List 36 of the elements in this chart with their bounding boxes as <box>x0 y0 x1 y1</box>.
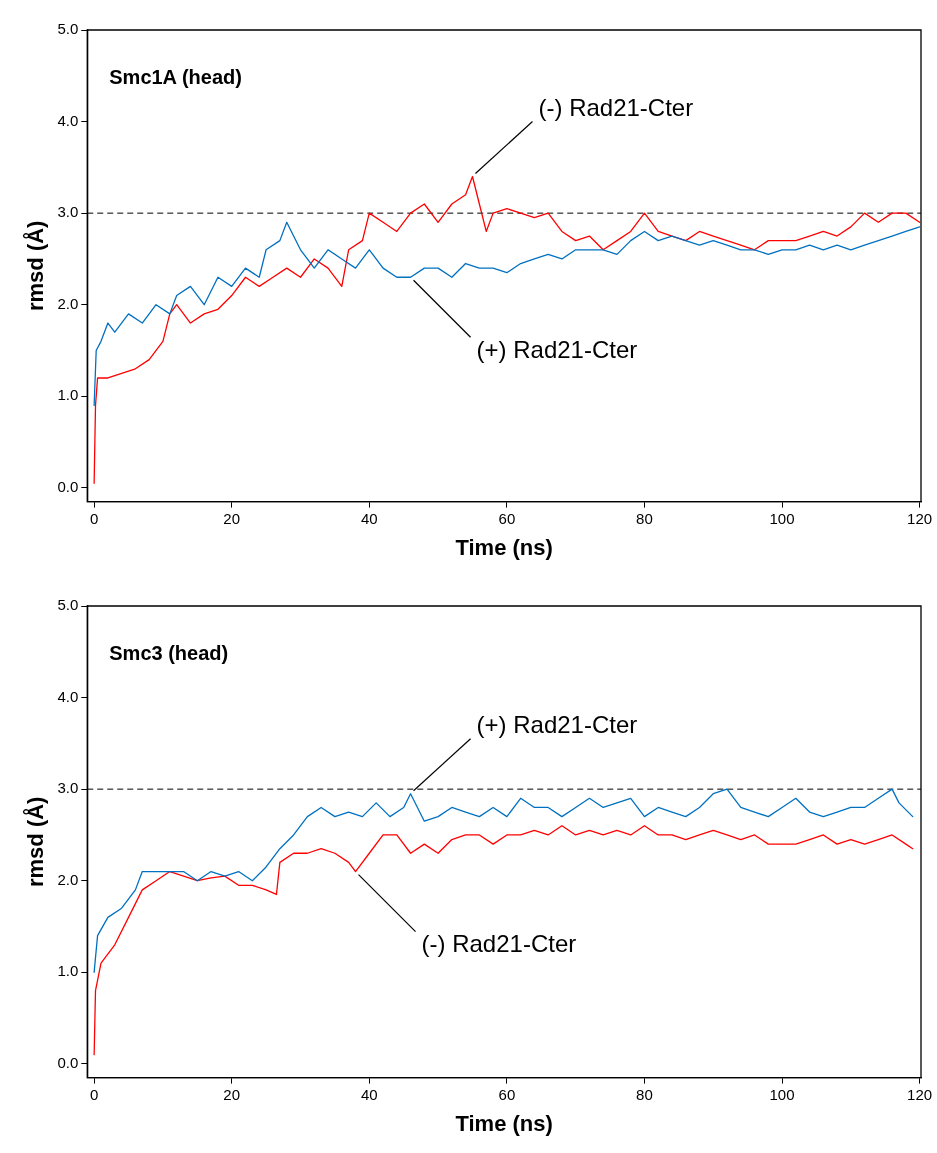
x-tick-label: 0 <box>89 509 99 527</box>
text: Smc1A (head) <box>109 65 242 88</box>
y-tick-label: 1.0 <box>57 386 79 404</box>
x-tick-label: 80 <box>636 509 653 527</box>
x-axis-title: Time (ns) <box>455 1110 553 1136</box>
y-tick-label: 1.0 <box>57 962 79 980</box>
y-tick-label: 5.0 <box>57 20 79 38</box>
annotation: (+) Rad21-Cter <box>476 711 638 739</box>
x-tick-label: 60 <box>498 1085 516 1103</box>
x-tick-label: 60 <box>498 509 516 527</box>
y-tick-label: 0.0 <box>57 478 79 495</box>
y-tick-label: 2.0 <box>57 294 79 312</box>
y-tick-label: 4.0 <box>57 687 79 705</box>
y-tick-label: 3.0 <box>57 779 79 797</box>
y-tick-label: 0.0 <box>57 1054 79 1071</box>
x-tick-label: 120 <box>907 509 933 527</box>
annotation: (-) Rad21-Cter <box>421 930 577 958</box>
y-tick-label: 3.0 <box>57 203 79 221</box>
x-tick-label: 40 <box>360 1085 378 1103</box>
annotation: (-) Rad21-Cter <box>538 94 694 122</box>
annotation: (+) Rad21-Cter <box>476 335 638 363</box>
y-tick-label: 5.0 <box>57 596 79 614</box>
x-tick-label: 100 <box>769 1085 795 1103</box>
x-tick-label: 20 <box>223 509 241 527</box>
y-axis-title: rmsd (Å) <box>22 796 49 888</box>
y-tick-label: 4.0 <box>57 111 79 129</box>
y-axis-title: rmsd (Å) <box>22 220 49 312</box>
text: Smc3 (head) <box>109 641 229 664</box>
x-tick-label: 0 <box>89 1085 99 1103</box>
x-tick-label: 120 <box>907 1085 933 1103</box>
x-axis-title: Time (ns) <box>455 534 553 560</box>
x-tick-label: 80 <box>636 1085 653 1103</box>
x-tick-label: 100 <box>769 509 795 527</box>
x-tick-label: 20 <box>223 1085 241 1103</box>
y-tick-label: 2.0 <box>57 870 79 888</box>
x-tick-label: 40 <box>360 509 378 527</box>
